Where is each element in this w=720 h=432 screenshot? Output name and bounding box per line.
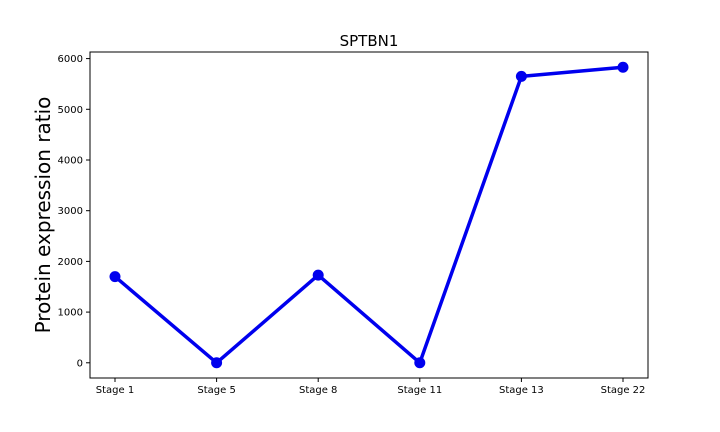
y-axis-label: Protein expression ratio [31, 97, 55, 334]
y-tick-label: 1000 [58, 308, 83, 319]
x-tick-label: Stage 13 [499, 385, 544, 396]
plot-frame [89, 51, 649, 379]
series-layer [109, 61, 629, 369]
x-tick-label: Stage 22 [601, 385, 646, 396]
data-point-marker [211, 357, 223, 369]
data-point-marker [109, 271, 121, 283]
x-tick-label: Stage 11 [397, 385, 442, 396]
x-tick-label: Stage 8 [299, 385, 337, 396]
y-tick-label: 4000 [58, 155, 83, 166]
y-tick-label: 3000 [58, 206, 83, 217]
data-point-marker [414, 357, 426, 369]
y-tick-label: 6000 [58, 54, 83, 65]
y-tick-label: 0 [77, 358, 83, 369]
chart-title: SPTBN1 [340, 32, 399, 50]
data-point-marker [312, 269, 324, 281]
data-point-marker [617, 61, 629, 73]
data-point-marker [515, 70, 527, 82]
series-line [113, 65, 624, 365]
y-tick-label: 2000 [58, 257, 83, 268]
x-tick-label: Stage 5 [197, 385, 235, 396]
x-axis: Stage 1 Stage 5 Stage 8 Stage 11 Stage 13 Sta… [96, 378, 646, 396]
y-tick-label: 5000 [58, 105, 83, 116]
y-axis: 0 1000 2000 3000 4000 5000 6000 [58, 54, 90, 369]
x-tick-label: Stage 1 [96, 385, 134, 396]
